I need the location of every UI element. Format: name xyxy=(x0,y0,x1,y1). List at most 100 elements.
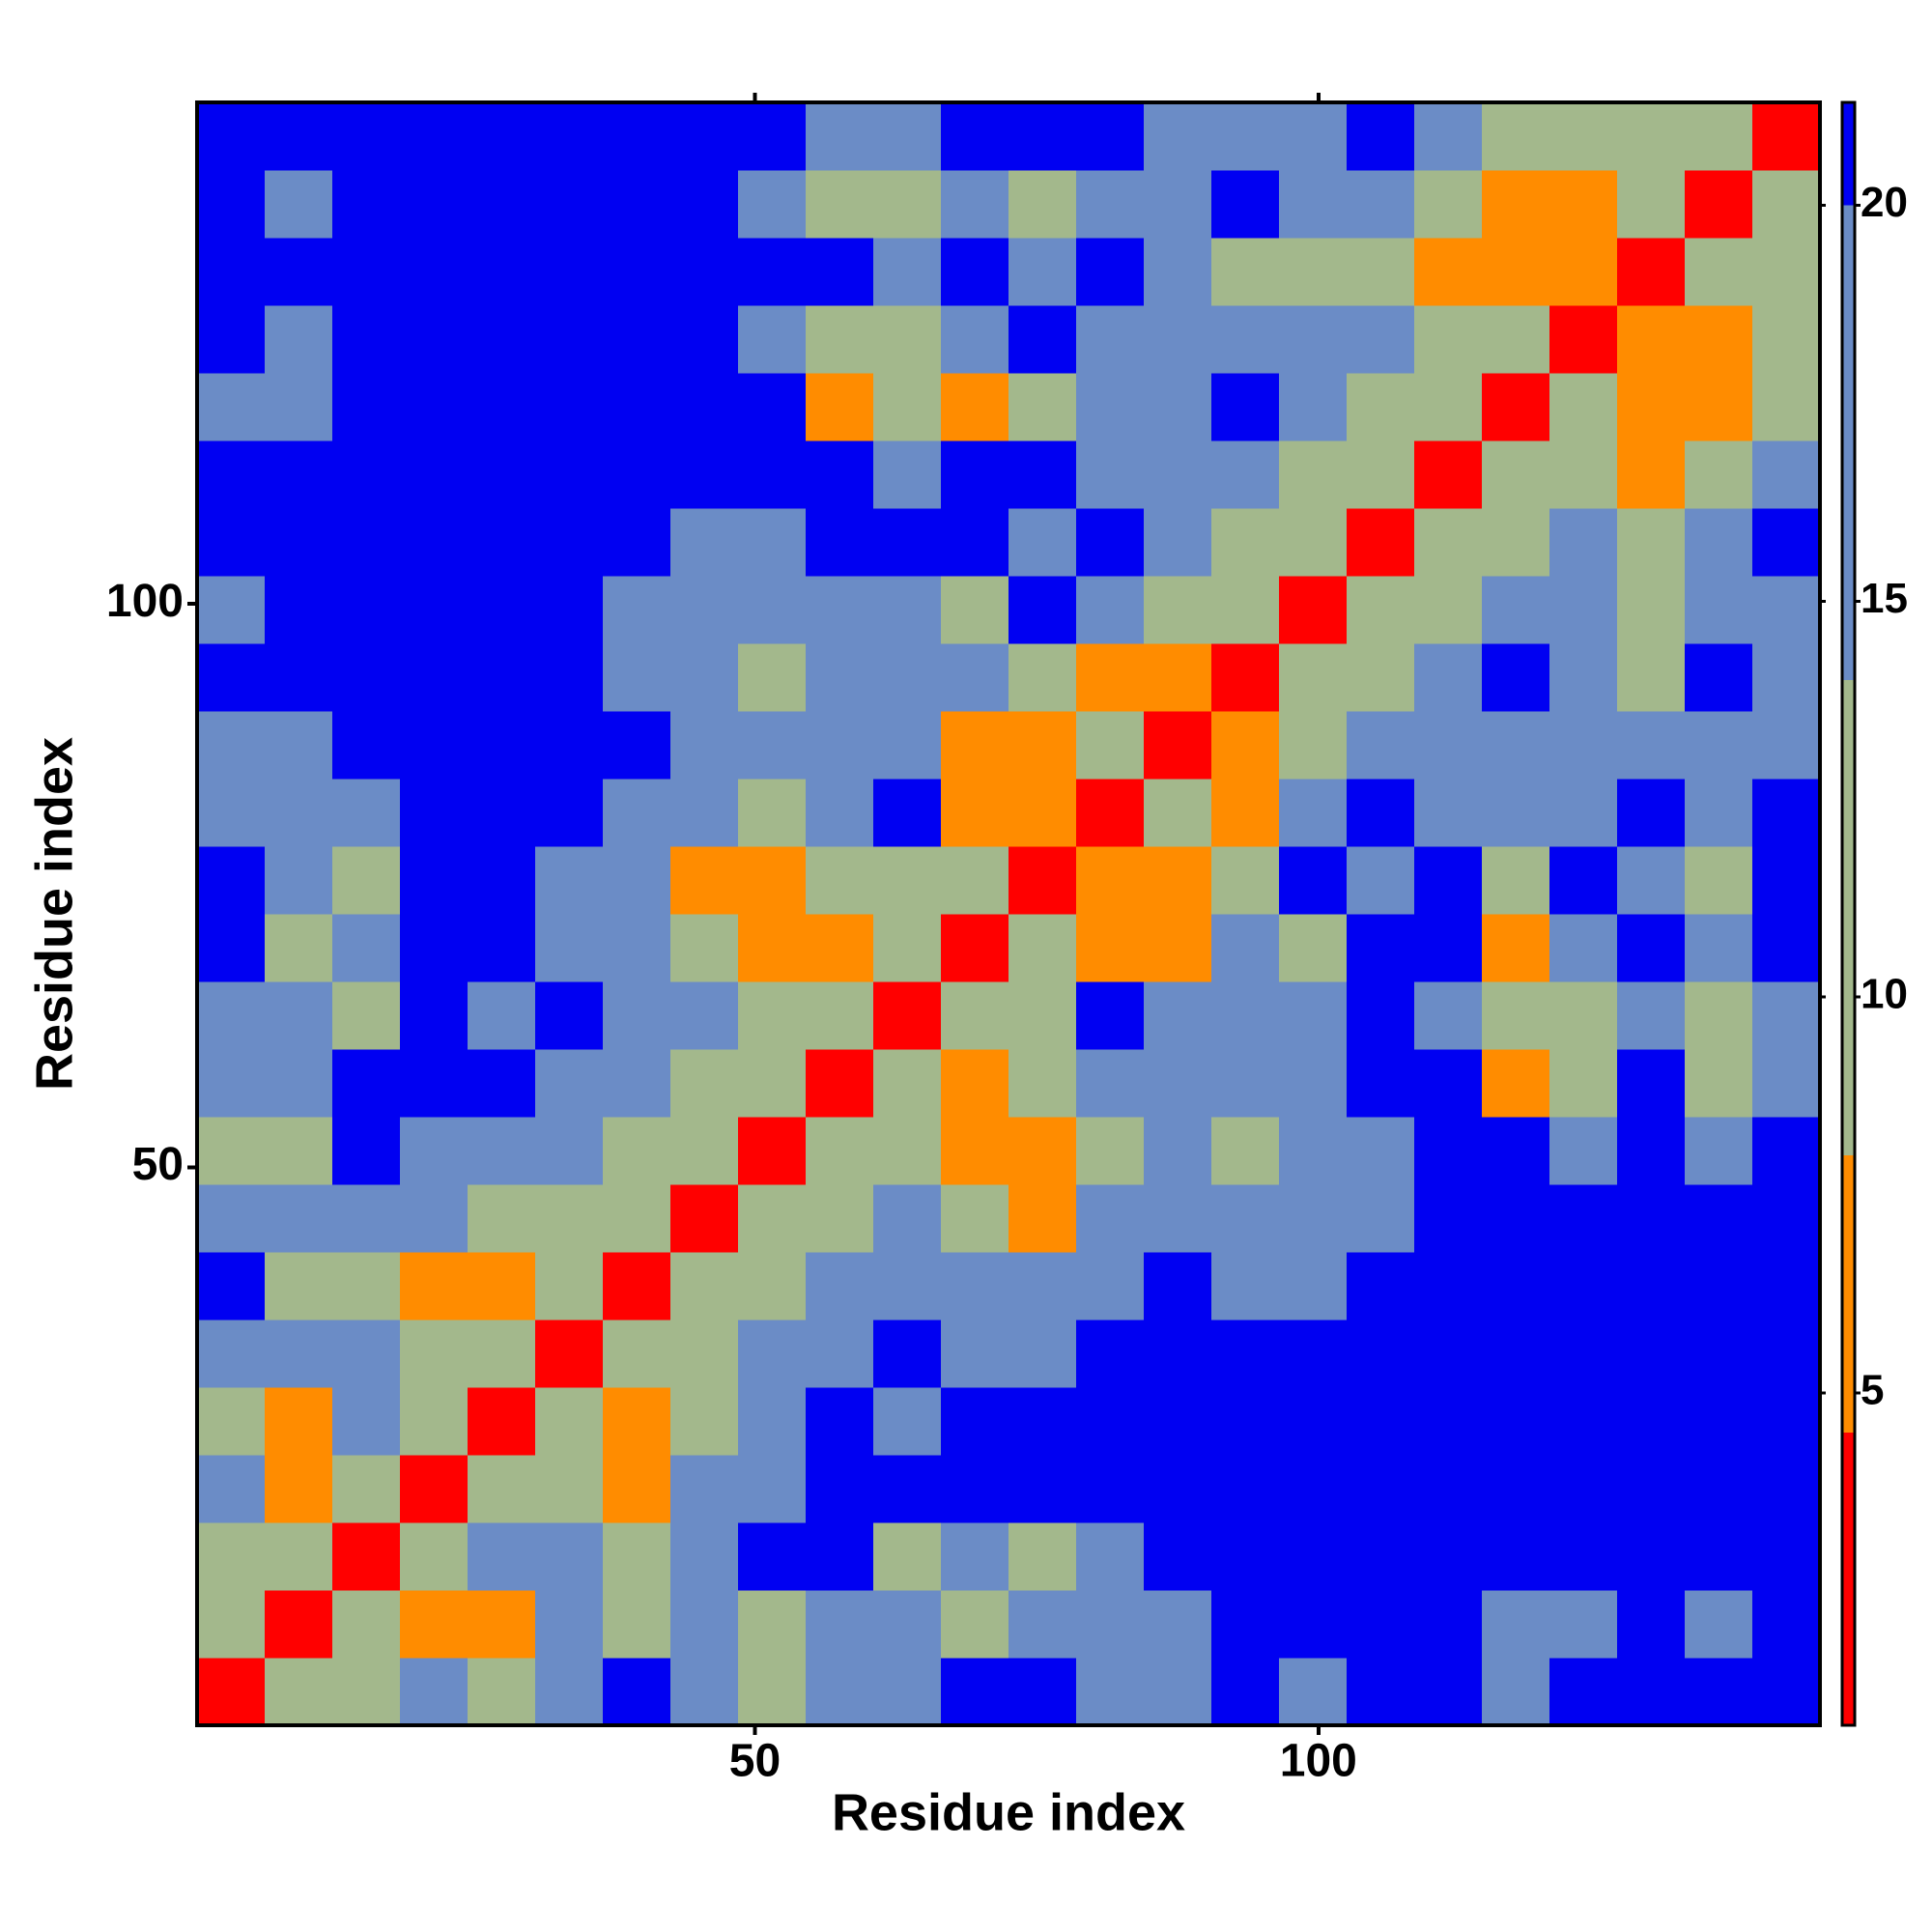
heatmap-cell xyxy=(1279,1590,1348,1659)
colorbar-segment xyxy=(1842,102,1855,206)
heatmap-cell xyxy=(1752,305,1821,374)
heatmap-cell xyxy=(1009,1590,1077,1659)
heatmap-cell xyxy=(535,305,604,374)
heatmap-cell xyxy=(603,1117,671,1185)
heatmap-cell xyxy=(535,1184,604,1253)
heatmap-cell xyxy=(1414,102,1483,171)
heatmap-cell xyxy=(332,1252,401,1321)
heatmap-cell xyxy=(1685,102,1753,171)
heatmap-cell xyxy=(535,576,604,644)
heatmap-cell xyxy=(400,914,469,982)
heatmap-cell xyxy=(535,1590,604,1659)
heatmap-cell xyxy=(468,846,536,915)
heatmap-cell xyxy=(738,1522,807,1591)
colorbar-segment xyxy=(1842,1432,1855,1725)
heatmap-cell xyxy=(670,305,739,374)
heatmap-cell xyxy=(468,1455,536,1523)
heatmap-cell xyxy=(1279,1658,1348,1726)
heatmap-cell xyxy=(1144,170,1212,239)
heatmap-cell xyxy=(535,914,604,982)
heatmap-cell xyxy=(806,1522,874,1591)
heatmap-cell xyxy=(400,1117,469,1185)
heatmap-cell xyxy=(806,102,874,171)
heatmap-cell xyxy=(1279,1049,1348,1118)
heatmap-cell xyxy=(1211,981,1280,1050)
heatmap-cell xyxy=(873,1455,942,1523)
heatmap-cell xyxy=(1144,508,1212,577)
heatmap-cell xyxy=(806,981,874,1050)
heatmap-cell xyxy=(1144,846,1212,915)
heatmap-cell xyxy=(332,508,401,577)
heatmap-cell xyxy=(265,711,333,780)
heatmap-cell xyxy=(535,440,604,509)
heatmap-cell xyxy=(1482,170,1550,239)
heatmap-cell xyxy=(1617,1252,1686,1321)
heatmap-cell xyxy=(603,1455,671,1523)
heatmap-cell xyxy=(1752,576,1821,644)
heatmap-cell xyxy=(1617,779,1686,847)
heatmap-cell xyxy=(1685,238,1753,306)
heatmap-cell xyxy=(1279,1522,1348,1591)
heatmap-cell xyxy=(468,102,536,171)
heatmap-cell xyxy=(400,1590,469,1659)
heatmap-cell xyxy=(1685,1252,1753,1321)
heatmap-cell xyxy=(1009,643,1077,712)
heatmap-cell xyxy=(1211,711,1280,780)
heatmap-cell xyxy=(670,1658,739,1726)
heatmap-cell xyxy=(1347,1252,1415,1321)
heatmap-cell xyxy=(1549,981,1618,1050)
heatmap-cell xyxy=(1076,1522,1145,1591)
heatmap-cell xyxy=(1617,170,1686,239)
heatmap-cell xyxy=(197,1590,266,1659)
heatmap-cell xyxy=(1144,1387,1212,1456)
heatmap-cell xyxy=(1009,1455,1077,1523)
heatmap-cell xyxy=(806,711,874,780)
heatmap-cell xyxy=(738,1658,807,1726)
heatmap-cell xyxy=(670,1320,739,1388)
heatmap-cell xyxy=(1347,1320,1415,1388)
colorbar-segment xyxy=(1842,680,1855,1155)
heatmap-cell xyxy=(265,508,333,577)
heatmap-cell xyxy=(941,1184,1009,1253)
heatmap-cell xyxy=(1279,1387,1348,1456)
heatmap-cell xyxy=(265,305,333,374)
heatmap-cell xyxy=(1414,508,1483,577)
heatmap-cell xyxy=(1685,1522,1753,1591)
heatmap-cell xyxy=(1414,981,1483,1050)
heatmap-cell xyxy=(265,981,333,1050)
heatmap-cell xyxy=(1617,1522,1686,1591)
heatmap-cell xyxy=(1549,1658,1618,1726)
colorbar-segment xyxy=(1842,205,1855,681)
heatmap-cell xyxy=(738,102,807,171)
heatmap-cell xyxy=(1076,1590,1145,1659)
heatmap-cell xyxy=(400,779,469,847)
heatmap-cell xyxy=(941,1117,1009,1185)
heatmap-cell xyxy=(603,373,671,441)
heatmap-cell xyxy=(873,1320,942,1388)
heatmap-cell xyxy=(1617,981,1686,1050)
heatmap-cell xyxy=(1279,643,1348,712)
colorbar-frame xyxy=(1840,100,1857,1727)
heatmap-cell xyxy=(1482,846,1550,915)
heatmap-cell xyxy=(1009,1320,1077,1388)
heatmap-cell xyxy=(670,779,739,847)
heatmap-cell xyxy=(535,1387,604,1456)
heatmap-cell xyxy=(1752,508,1821,577)
heatmap-cell xyxy=(941,1049,1009,1118)
heatmap-cell xyxy=(873,1049,942,1118)
heatmap-cell xyxy=(1144,643,1212,712)
heatmap-cell xyxy=(1347,1455,1415,1523)
heatmap-cell xyxy=(941,711,1009,780)
heatmap-cell xyxy=(1279,981,1348,1050)
heatmap-cell xyxy=(806,643,874,712)
heatmap-cell xyxy=(265,846,333,915)
heatmap-cell xyxy=(400,1049,469,1118)
heatmap-cell xyxy=(1617,643,1686,712)
heatmap-cell xyxy=(1076,1252,1145,1321)
heatmap-cell xyxy=(1685,1117,1753,1185)
heatmap-cell xyxy=(1752,1320,1821,1388)
x-axis-title: Residue index xyxy=(832,1783,1185,1841)
heatmap-cell xyxy=(1482,102,1550,171)
